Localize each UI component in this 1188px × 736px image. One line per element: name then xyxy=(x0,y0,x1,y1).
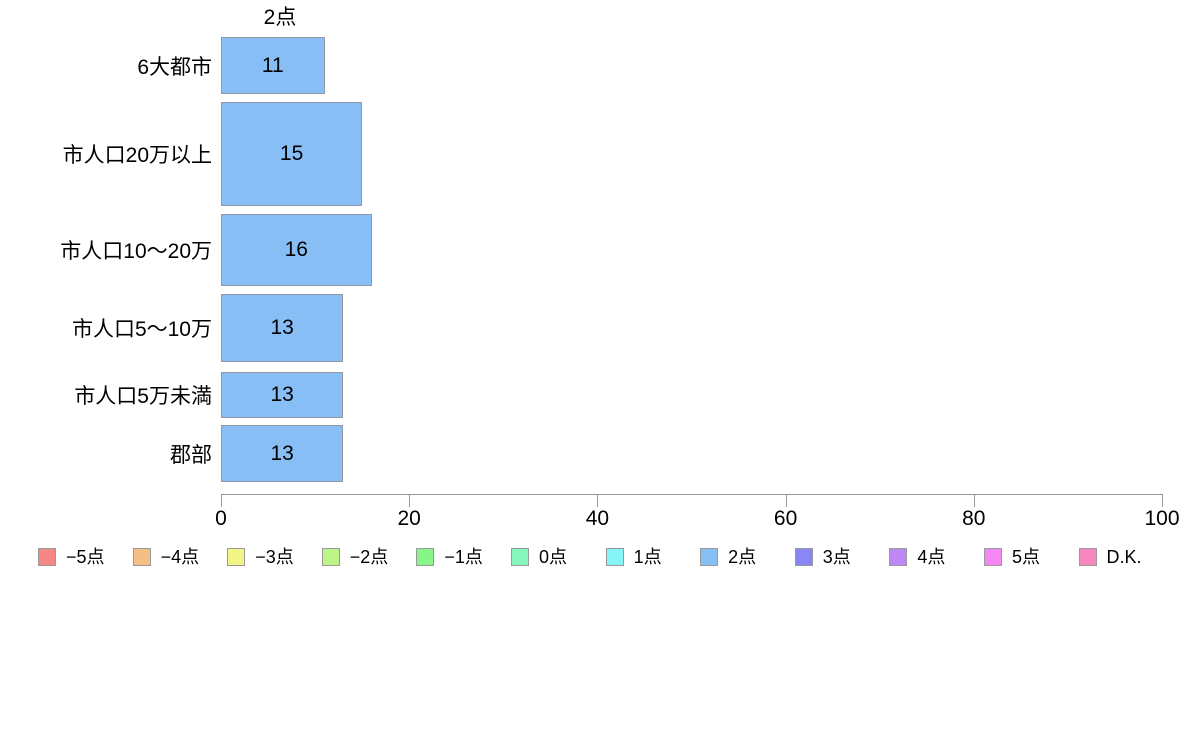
legend-swatch xyxy=(700,547,719,566)
category-label: 6大都市 xyxy=(137,55,212,79)
legend-label: 2点 xyxy=(728,546,757,567)
legend-label: −2点 xyxy=(349,546,389,567)
legend-item: 2点 xyxy=(700,547,795,567)
legend: −5点 −4点 −3点 −2点 −1点 0点 1点 2点 3点 4点 5点 D.K. xyxy=(38,546,1173,567)
chart-title: 2点 xyxy=(263,6,297,29)
legend-item: 4点 xyxy=(889,547,984,567)
axis-tick xyxy=(597,494,599,507)
bar-value-label: 13 xyxy=(270,383,294,406)
tick-label: 20 xyxy=(397,507,421,530)
category-label: 市人口20万以上 xyxy=(62,144,212,167)
legend-item: 1点 xyxy=(605,546,701,567)
legend-label: 0点 xyxy=(538,546,567,567)
legend-item: 3点 xyxy=(794,546,890,567)
bar-value-label: 15 xyxy=(279,142,304,165)
legend-swatch xyxy=(321,547,340,566)
category-label: 市人口10〜20万 xyxy=(60,240,212,263)
legend-item: −2点 xyxy=(321,546,417,567)
bar: 15 xyxy=(221,102,363,206)
legend-swatch xyxy=(794,547,813,566)
axis-tick xyxy=(221,494,222,507)
bar: 11 xyxy=(221,37,325,94)
legend-swatch xyxy=(605,547,624,566)
category-label: 郡部 xyxy=(170,443,212,467)
tick-label: 80 xyxy=(962,507,986,530)
legend-item: −5点 xyxy=(38,547,133,567)
legend-swatch xyxy=(889,547,908,566)
legend-swatch xyxy=(510,547,529,566)
bar: 16 xyxy=(221,214,372,286)
tick-label: 40 xyxy=(585,507,610,530)
axis-tick xyxy=(1162,494,1163,507)
legend-swatch xyxy=(132,547,151,566)
axis-tick xyxy=(973,494,975,507)
tick-label: 0 xyxy=(215,507,227,530)
legend-label: D.K. xyxy=(1106,546,1142,567)
legend-item: D.K. xyxy=(1078,546,1174,567)
legend-label: −3点 xyxy=(255,546,294,567)
bar: 13 xyxy=(221,425,344,482)
bar-value-label: 16 xyxy=(284,238,308,261)
legend-label: −1点 xyxy=(444,546,483,567)
legend-item: 0点 xyxy=(510,546,606,567)
legend-item: −1点 xyxy=(416,547,511,567)
legend-label: 3点 xyxy=(822,546,851,567)
tick-label: 100 xyxy=(1144,507,1180,530)
bar-value-label: 13 xyxy=(270,316,294,339)
legend-item: −3点 xyxy=(227,547,322,567)
legend-label: −5点 xyxy=(66,546,105,567)
axis-tick xyxy=(785,494,787,507)
legend-swatch xyxy=(38,547,56,566)
legend-item: −4点 xyxy=(132,546,228,567)
legend-label: 4点 xyxy=(917,546,946,567)
bar-value-label: 11 xyxy=(261,53,284,77)
legend-swatch xyxy=(416,547,435,566)
legend-label: 1点 xyxy=(633,546,662,567)
bar: 13 xyxy=(221,294,344,362)
legend-label: 5点 xyxy=(1011,546,1040,567)
axis-tick xyxy=(409,494,411,507)
legend-swatch xyxy=(227,547,246,566)
category-label: 市人口5万未満 xyxy=(74,385,212,408)
legend-swatch xyxy=(983,547,1002,566)
legend-label: −4点 xyxy=(160,546,200,567)
bar: 13 xyxy=(221,372,344,418)
bar-value-label: 13 xyxy=(270,441,294,465)
legend-item: 5点 xyxy=(983,546,1079,567)
tick-label: 60 xyxy=(773,507,798,530)
x-axis-line xyxy=(221,494,1162,495)
legend-swatch xyxy=(1078,547,1097,566)
category-label: 市人口5〜10万 xyxy=(71,318,212,341)
